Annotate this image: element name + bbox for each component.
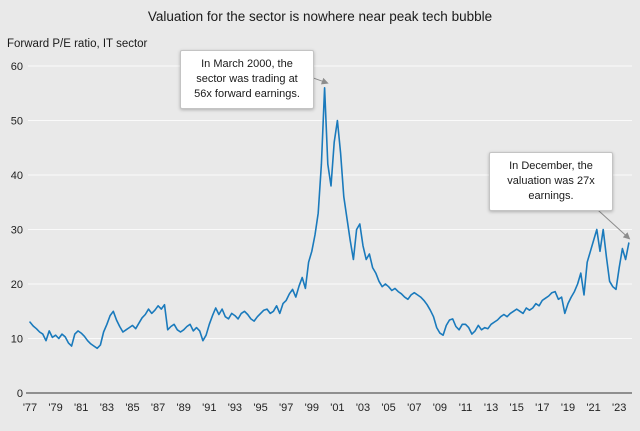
svg-text:'77: '77 xyxy=(23,402,37,414)
svg-text:'21: '21 xyxy=(586,402,600,414)
gridlines xyxy=(28,65,632,339)
svg-text:'15: '15 xyxy=(510,402,524,414)
svg-text:'89: '89 xyxy=(177,402,191,414)
svg-text:'97: '97 xyxy=(279,402,293,414)
svg-text:'91: '91 xyxy=(202,402,216,414)
svg-text:'23: '23 xyxy=(612,402,626,414)
y-axis-tick-labels: 0 10 20 30 40 50 60 xyxy=(11,61,23,400)
svg-text:'03: '03 xyxy=(356,402,370,414)
svg-text:'09: '09 xyxy=(433,402,447,414)
svg-text:'95: '95 xyxy=(253,402,267,414)
svg-text:50: 50 xyxy=(11,116,23,128)
svg-text:'93: '93 xyxy=(228,402,242,414)
svg-text:'85: '85 xyxy=(125,402,139,414)
annotation-march-2000: In March 2000, the sector was trading at… xyxy=(180,50,314,109)
svg-text:'99: '99 xyxy=(305,402,319,414)
pe-ratio-line xyxy=(29,87,630,350)
chart-title: Valuation for the sector is nowhere near… xyxy=(147,9,493,24)
svg-text:30: 30 xyxy=(11,225,23,237)
svg-text:'19: '19 xyxy=(561,402,575,414)
svg-text:'81: '81 xyxy=(74,402,88,414)
svg-text:'87: '87 xyxy=(151,402,165,414)
svg-text:'11: '11 xyxy=(459,402,473,414)
x-axis-tick-labels: '77 '79 '81 '83 '85 '87 '89 '91 '93 '95 '97 '99 '01 '… xyxy=(23,402,627,414)
svg-text:40: 40 xyxy=(11,170,23,182)
svg-text:'05: '05 xyxy=(381,402,395,414)
svg-text:'01: '01 xyxy=(330,402,344,414)
svg-text:'07: '07 xyxy=(407,402,421,414)
svg-text:'79: '79 xyxy=(48,402,62,414)
svg-text:10: 10 xyxy=(11,334,23,346)
annotation-december: In December, the valuation was 27x earni… xyxy=(489,152,613,211)
svg-text:0: 0 xyxy=(17,388,23,400)
svg-text:20: 20 xyxy=(11,279,23,291)
svg-text:'17: '17 xyxy=(535,402,549,414)
svg-text:60: 60 xyxy=(11,61,23,73)
svg-text:'83: '83 xyxy=(100,402,114,414)
svg-text:'13: '13 xyxy=(484,402,498,414)
y-axis-series-label: Forward P/E ratio, IT sector xyxy=(7,38,148,50)
